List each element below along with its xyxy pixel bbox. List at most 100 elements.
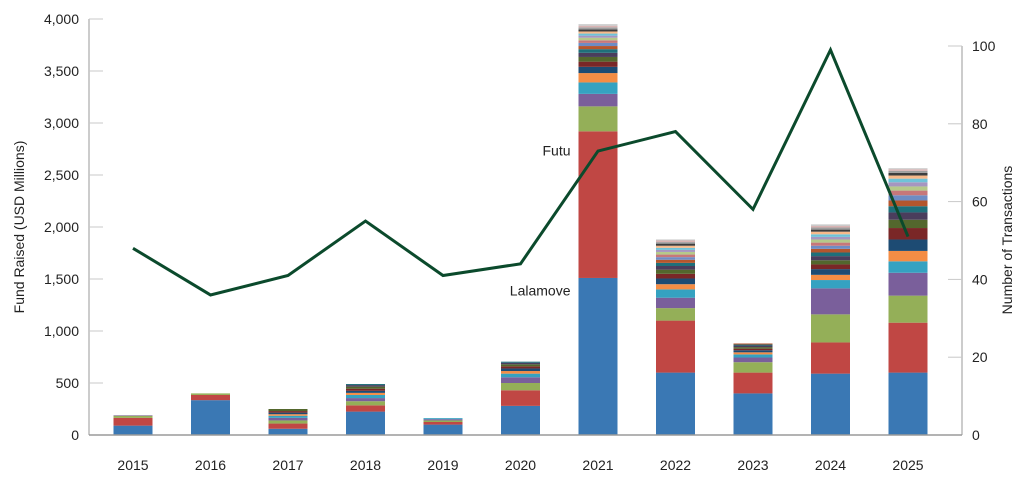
bar-segment bbox=[191, 400, 230, 435]
bar-segment bbox=[888, 239, 928, 251]
left-tick-label: 2,000 bbox=[44, 219, 79, 235]
bar-segment bbox=[656, 247, 695, 250]
bar-segment bbox=[656, 239, 695, 241]
bar-segment bbox=[346, 390, 385, 393]
bar-segment bbox=[811, 373, 850, 435]
bar-segment bbox=[811, 288, 850, 315]
bar-segment bbox=[656, 297, 695, 309]
bar-segment bbox=[733, 343, 773, 345]
bar-segment bbox=[268, 417, 308, 421]
bar-stack-2016 bbox=[191, 393, 230, 435]
bar-segment bbox=[578, 33, 618, 36]
bar-stack-2021 bbox=[578, 24, 618, 435]
right-y-axis: 0 20 40 60 80 100 bbox=[948, 38, 996, 443]
bar-segment bbox=[811, 314, 850, 343]
bar-segment bbox=[578, 106, 618, 132]
bar-segment bbox=[501, 390, 540, 406]
x-tick-label: 2021 bbox=[582, 457, 613, 473]
bar-segment bbox=[656, 240, 695, 243]
left-tick-label: 2,500 bbox=[44, 167, 79, 183]
bar-segment bbox=[888, 212, 928, 220]
bar-segment bbox=[811, 342, 850, 374]
x-tick-label: 2019 bbox=[427, 457, 458, 473]
bar-segment bbox=[811, 248, 850, 253]
bar-segment bbox=[811, 236, 850, 240]
bar-segment bbox=[888, 182, 928, 187]
bar-segment bbox=[578, 35, 618, 38]
bar-segment bbox=[268, 420, 308, 424]
bar-segment bbox=[888, 295, 928, 323]
bar-segment bbox=[733, 347, 773, 349]
bar-segment bbox=[578, 25, 618, 28]
bar-segment bbox=[811, 274, 850, 281]
bar-segment bbox=[656, 278, 695, 285]
bar-segment bbox=[888, 172, 928, 176]
bar-segment bbox=[888, 195, 928, 201]
bar-segment bbox=[578, 42, 618, 47]
bar-segment bbox=[888, 219, 928, 229]
bar-segment bbox=[191, 393, 230, 395]
x-tick-label: 2015 bbox=[117, 457, 148, 473]
bar-segment bbox=[656, 320, 695, 373]
x-tick-label: 2024 bbox=[815, 457, 846, 473]
bar-segment bbox=[888, 200, 928, 207]
bar-segment bbox=[346, 392, 385, 395]
bar-segment bbox=[578, 49, 618, 53]
bar-segment bbox=[113, 417, 153, 426]
right-tick-label: 20 bbox=[972, 349, 988, 365]
bar-segment bbox=[268, 409, 308, 412]
bar-segment bbox=[811, 264, 850, 270]
x-tick-label: 2025 bbox=[892, 457, 923, 473]
bar-stack-2025 bbox=[888, 168, 928, 435]
bar-segment bbox=[656, 242, 695, 244]
bar-segment bbox=[578, 46, 618, 50]
bar-segment bbox=[811, 269, 850, 275]
bar-segment bbox=[268, 423, 308, 429]
annotations: Futu Lalamove bbox=[510, 142, 571, 298]
x-tick-label: 2022 bbox=[660, 457, 691, 473]
bar-segment bbox=[888, 250, 928, 262]
bar-segment bbox=[656, 269, 695, 274]
bar-segment bbox=[578, 40, 618, 43]
bar-segment bbox=[346, 394, 385, 399]
bar-segment bbox=[888, 175, 928, 179]
x-axis: 2015 2016 2017 2018 2019 2020 2021 2022 2023 2024… bbox=[89, 434, 962, 473]
bar-segment bbox=[656, 372, 695, 435]
bar-segment bbox=[656, 243, 695, 246]
left-tick-label: 0 bbox=[71, 427, 79, 443]
bar-segment bbox=[733, 357, 773, 363]
bar-segment bbox=[811, 229, 850, 232]
left-y-axis: 0 500 1,000 1,500 2,000 2,500 3,000 3,500 4,000 bbox=[44, 11, 103, 443]
bar-segment bbox=[811, 234, 850, 237]
bar-segment bbox=[656, 273, 695, 279]
bar-segment bbox=[578, 56, 618, 62]
bar-stack-2019 bbox=[423, 418, 463, 435]
right-axis-title: Number of Transactions bbox=[999, 166, 1015, 315]
bar-segment bbox=[811, 245, 850, 249]
bar-segment bbox=[578, 31, 618, 34]
bar-segment bbox=[501, 373, 540, 378]
bar-segment bbox=[346, 384, 385, 386]
right-tick-label: 80 bbox=[972, 116, 988, 132]
left-tick-label: 1,500 bbox=[44, 271, 79, 287]
bar-segment bbox=[733, 352, 773, 355]
bar-stack-2023 bbox=[733, 343, 773, 435]
bar-segment bbox=[423, 420, 463, 422]
bar-segment bbox=[811, 256, 850, 261]
bar-segment bbox=[656, 259, 695, 263]
x-tick-label: 2016 bbox=[195, 457, 226, 473]
left-tick-label: 500 bbox=[56, 375, 80, 391]
bar-segment bbox=[656, 245, 695, 248]
stacked-bars bbox=[113, 24, 928, 435]
bar-segment bbox=[501, 364, 540, 367]
bar-segment bbox=[113, 415, 153, 418]
bar-segment bbox=[578, 52, 618, 57]
bar-segment bbox=[578, 82, 618, 94]
bar-segment bbox=[423, 424, 463, 435]
bar-segment bbox=[811, 225, 850, 228]
bar-stack-2020 bbox=[501, 361, 540, 435]
bar-segment bbox=[268, 411, 308, 413]
bar-segment bbox=[811, 224, 850, 226]
bar-segment bbox=[888, 168, 928, 170]
